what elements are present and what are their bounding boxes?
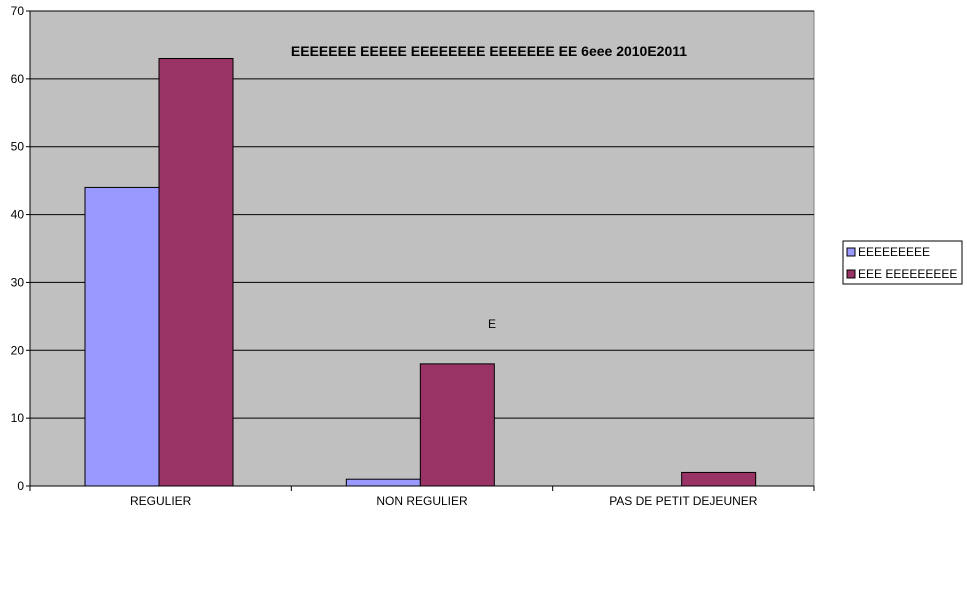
y-tick-label: 10 — [11, 411, 25, 425]
x-tick-label: NON REGULIER — [376, 494, 468, 508]
legend: EEEEEEEEE EEE EEEEEEEEE — [842, 240, 963, 285]
y-tick-label: 20 — [11, 343, 25, 357]
bar-1-2 — [345, 478, 421, 487]
chart-annotation: E — [488, 317, 496, 331]
legend-swatch-series-1 — [846, 247, 856, 257]
legend-label-series-2: EEE EEEEEEEEE — [858, 267, 957, 281]
y-tick-label: 60 — [11, 72, 25, 86]
legend-swatch-series-2 — [846, 269, 856, 279]
chart-title: EEEEEEE EEEEE EEEEEEEE EEEEEEE EE 6eee 2… — [291, 43, 687, 59]
axes: 0 10 20 30 40 50 60 70 REGULIER NON REGULIER PAS D… — [11, 4, 815, 508]
bars — [84, 58, 757, 487]
y-tick-label: 0 — [17, 479, 24, 493]
x-tick-label: REGULIER — [130, 494, 192, 508]
y-tick-label: 70 — [11, 4, 25, 18]
legend-box — [842, 240, 963, 285]
bar-1-1 — [84, 186, 160, 487]
y-tick-label: 40 — [11, 208, 25, 222]
bar-2-3 — [681, 471, 757, 487]
x-tick-label: PAS DE PETIT DEJEUNER — [609, 494, 758, 508]
y-tick-label: 50 — [11, 140, 25, 154]
bar-2-1 — [158, 58, 234, 487]
bar-2-2 — [419, 363, 495, 487]
legend-label-series-1: EEEEEEEEE — [858, 245, 930, 259]
y-tick-label: 30 — [11, 275, 25, 289]
